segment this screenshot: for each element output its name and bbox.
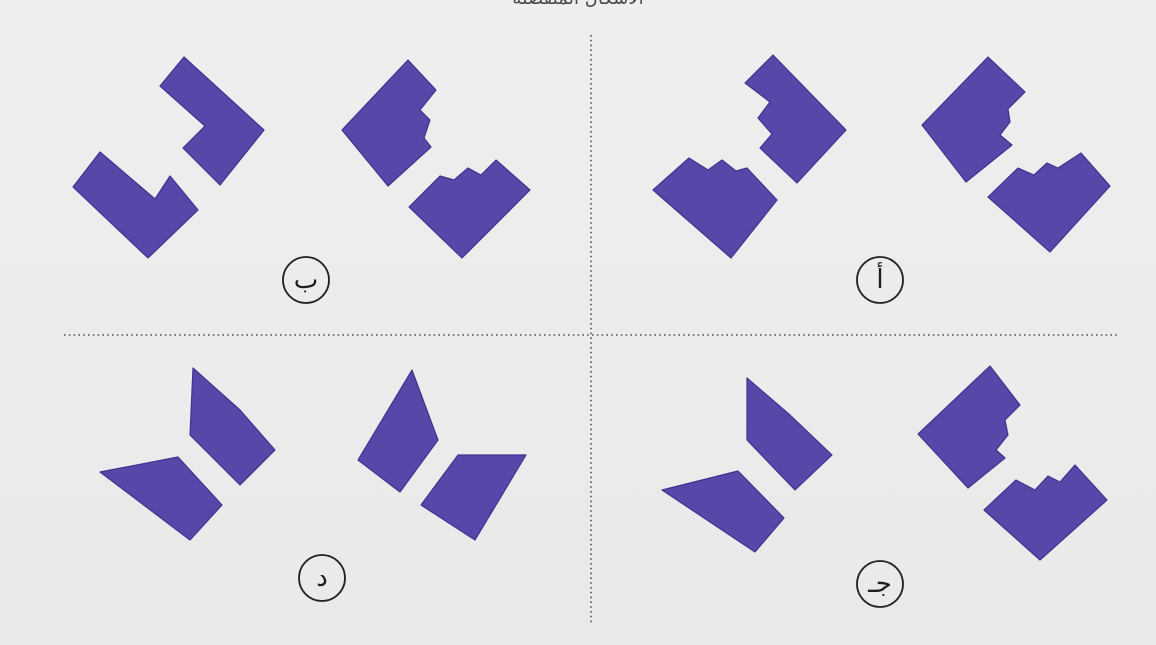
option-a-label: أ: [876, 261, 883, 295]
cropped-header-text: الأشكال المنفصلة: [0, 0, 1156, 9]
option-c-label: جـ: [867, 569, 892, 599]
option-d-label: د: [316, 563, 328, 593]
option-c-piece-1: [746, 377, 833, 491]
option-d-piece-4: [420, 454, 527, 541]
option-c-piece-4: [983, 464, 1108, 561]
option-b-piece-2: [72, 151, 199, 259]
option-d-group[interactable]: د: [99, 367, 527, 602]
option-b-group[interactable]: ب: [72, 56, 531, 304]
option-d-piece-2: [99, 456, 223, 541]
option-a-piece-4: [987, 152, 1111, 253]
option-a-piece-1: [744, 54, 847, 184]
option-c-piece-2: [661, 470, 785, 553]
option-d-piece-3: [357, 369, 439, 493]
option-c-group[interactable]: جـ: [661, 365, 1108, 608]
option-a-group[interactable]: أ: [652, 54, 1111, 304]
option-b-piece-1: [159, 56, 265, 186]
option-c-piece-3: [917, 365, 1021, 489]
option-b-label-circle: [282, 256, 330, 304]
option-c-label-circle: [856, 560, 904, 608]
option-b-piece-4: [408, 159, 531, 259]
option-a-piece-3: [921, 56, 1026, 183]
option-a-label-circle: [856, 256, 904, 304]
option-a-piece-2: [652, 157, 778, 259]
option-d-piece-1: [189, 367, 276, 486]
option-b-piece-3: [341, 59, 437, 187]
option-d-label-circle: [298, 554, 346, 602]
option-b-label: ب: [294, 265, 318, 295]
